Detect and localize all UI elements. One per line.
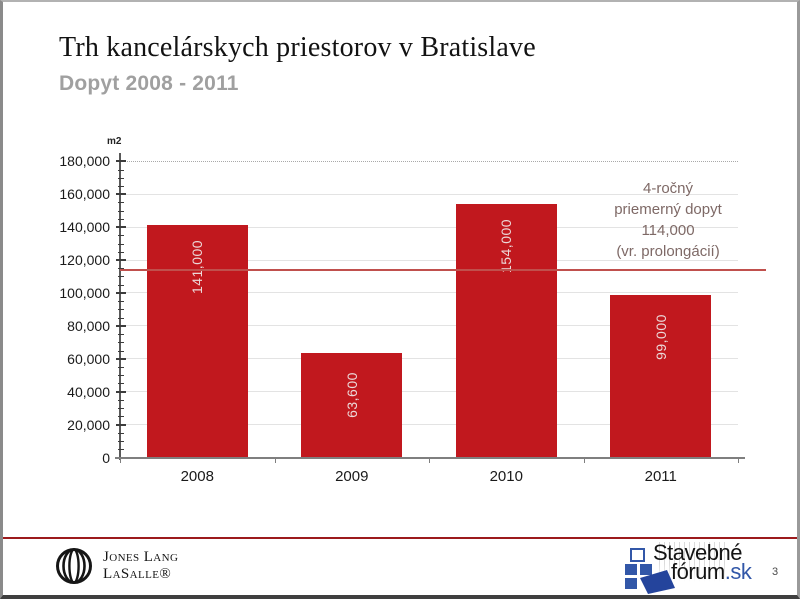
x-axis-boundary-tick — [583, 457, 585, 463]
stavebne-forum-word1: Stavebné — [653, 540, 742, 565]
y-axis-major-tick — [115, 226, 126, 229]
y-axis-major-tick — [115, 423, 126, 426]
y-axis-major-tick — [115, 160, 126, 163]
gridline — [120, 193, 738, 195]
y-axis-tick-label: 100,000 — [59, 284, 110, 301]
x-axis-category-label: 2010 — [489, 467, 523, 485]
gridline — [120, 292, 738, 294]
footer-divider-line — [3, 537, 797, 539]
y-axis-minor-tick — [117, 276, 124, 278]
bar-value-label: 154,000 — [498, 219, 515, 274]
y-axis-minor-tick — [117, 210, 124, 212]
y-axis-minor-tick — [117, 375, 124, 377]
gridline — [120, 358, 738, 360]
y-axis-tick-label: 0 — [102, 449, 110, 466]
y-axis-minor-tick — [117, 383, 124, 385]
stavebne-forum-word2-text: fórum — [671, 559, 725, 584]
annotation-line: (vr. prolongácií) — [616, 243, 720, 260]
annotation-line: 114,000 — [641, 222, 695, 239]
stavebne-forum-word2: fórum.sk — [671, 559, 752, 585]
jones-lang-lasalle-logo: Jones Lang LaSalle® — [55, 547, 178, 585]
y-axis-major-tick — [115, 193, 126, 196]
y-axis-tick-label: 140,000 — [59, 219, 110, 236]
stavebne-forum-logo: Stavebné fórum.sk — [623, 540, 778, 595]
y-axis-unit-label: m2 — [107, 136, 122, 147]
gridline — [120, 259, 738, 261]
y-axis-minor-tick — [117, 185, 124, 187]
average-demand-line — [120, 268, 766, 271]
x-axis-line — [115, 456, 745, 459]
demand-bar-2011 — [610, 294, 712, 458]
y-axis-minor-tick — [117, 309, 124, 311]
slide-subtitle: Dopyt 2008 - 2011 — [59, 72, 239, 95]
demand-bar-2010 — [455, 204, 557, 458]
y-axis-minor-tick — [117, 366, 124, 368]
average-demand-annotation: 4-ročný priemerný dopyt 114,000 (vr. prolon… — [584, 178, 752, 262]
stavebne-forum-hatch-decoration — [659, 542, 725, 582]
y-axis-minor-tick — [117, 441, 124, 443]
y-axis-minor-tick — [117, 416, 124, 418]
y-axis-major-tick — [115, 390, 126, 393]
page-number: 3 — [771, 566, 779, 578]
x-axis-boundary-tick — [429, 457, 430, 463]
bar-value-label: 63,600 — [343, 371, 360, 418]
bar-value-label: 141,000 — [189, 240, 206, 295]
x-axis-category-label: 2011 — [644, 467, 677, 485]
stavebne-forum-building-icon — [625, 548, 675, 594]
gridline — [120, 325, 738, 327]
gridline — [120, 226, 738, 228]
jll-wordmark-line1: Jones Lang — [103, 549, 179, 565]
y-axis-minor-tick — [117, 169, 124, 171]
stavebne-forum-tld: .sk — [724, 559, 752, 584]
demand-bar-chart: m2 0 20,000 40,000 60,000 80,000 100,000 120,0… — [3, 112, 797, 512]
y-axis-minor-tick — [117, 202, 124, 204]
annotation-line: priemerný dopyt — [614, 201, 722, 218]
y-axis-major-tick — [115, 291, 126, 294]
y-axis-minor-tick — [117, 218, 124, 220]
y-axis-minor-tick — [117, 317, 124, 319]
x-axis-boundary-tick — [274, 457, 276, 463]
bar-value-label: 99,000 — [652, 313, 669, 360]
y-axis-line — [119, 153, 121, 461]
y-axis-minor-tick — [117, 334, 124, 336]
demand-bar-2009 — [301, 352, 403, 458]
y-axis-minor-tick — [117, 177, 124, 179]
y-axis-major-tick — [115, 324, 126, 327]
x-axis-boundary-tick — [738, 457, 739, 463]
y-axis-minor-tick — [117, 399, 124, 401]
y-axis-minor-tick — [117, 301, 124, 303]
y-axis-minor-tick — [117, 408, 124, 410]
y-axis-major-tick — [115, 357, 126, 360]
y-axis-tick-label: 60,000 — [67, 350, 110, 367]
y-axis-minor-tick — [117, 251, 124, 253]
gridline — [120, 160, 738, 162]
y-axis-minor-tick — [117, 449, 124, 451]
y-axis-minor-tick — [117, 350, 124, 352]
demand-bar-2008 — [146, 225, 248, 458]
y-axis-minor-tick — [117, 342, 124, 344]
y-axis-minor-tick — [117, 432, 124, 434]
y-axis-tick-label: 180,000 — [59, 153, 110, 170]
slide-title: Trh kancelárskych priestorov v Bratislav… — [59, 32, 536, 63]
gridline — [120, 391, 738, 393]
y-axis-tick-label: 20,000 — [67, 416, 110, 433]
y-axis-major-tick — [115, 259, 126, 262]
x-axis-boundary-tick — [120, 457, 121, 463]
jll-globe-icon — [56, 548, 92, 584]
y-axis-tick-label: 120,000 — [59, 252, 110, 269]
gridline — [120, 424, 738, 426]
jll-wordmark: Jones Lang LaSalle® — [103, 549, 178, 583]
x-axis-category-label: 2009 — [335, 467, 369, 485]
jll-wordmark-line2: LaSalle® — [103, 566, 172, 582]
y-axis-minor-tick — [117, 243, 124, 245]
y-axis-minor-tick — [117, 235, 124, 237]
y-axis-minor-tick — [117, 268, 124, 270]
y-axis-tick-label: 160,000 — [59, 186, 110, 203]
y-axis-tick-label: 40,000 — [67, 383, 110, 400]
annotation-line: 4-ročný — [642, 180, 694, 197]
x-axis-category-label: 2008 — [180, 467, 214, 485]
y-axis-tick-label: 80,000 — [67, 317, 110, 334]
y-axis-minor-tick — [117, 284, 124, 286]
